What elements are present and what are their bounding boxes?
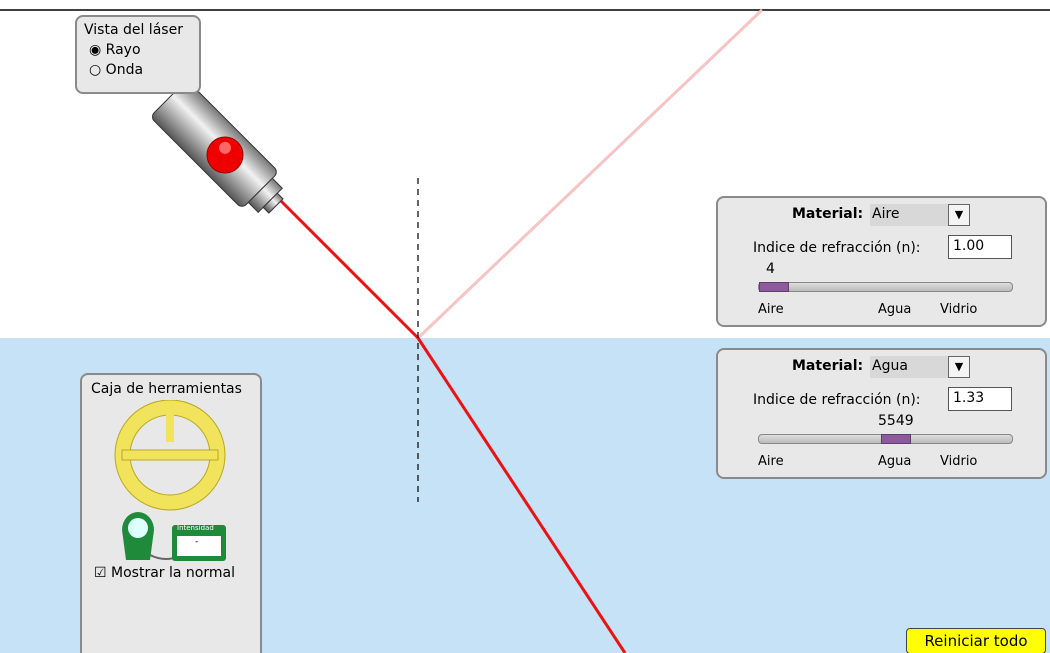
bottom-medium-panel: Material: Agua ▼ Indice de refracción (n): 1… (716, 348, 1047, 479)
material-label: Material: (792, 358, 863, 374)
slider-tick-label: Vidrio (940, 302, 977, 317)
top-medium-panel: Material: Aire ▼ Indice de refracción (n): 1… (716, 196, 1047, 327)
reset-button[interactable]: Reiniciar todo (906, 628, 1046, 653)
radio-rayo[interactable]: ◉ Rayo (89, 42, 141, 58)
radio-label: Onda (106, 62, 143, 78)
material-select[interactable]: Aire ▼ (870, 204, 970, 226)
slider-tick-label: Agua (878, 454, 911, 469)
material-label: Material: (792, 206, 863, 222)
slider-value: 5549 (878, 413, 914, 429)
slider-value: 4 (766, 261, 775, 277)
simulation: Vista del láser ◉ Rayo ○ Onda Material: A… (0, 0, 1050, 653)
slider-track[interactable] (758, 282, 1013, 292)
material-value: Aire (872, 206, 900, 222)
index-label: Indice de refracción (n): (753, 240, 921, 256)
index-input[interactable]: 1.00 (948, 235, 1012, 259)
material-value: Agua (872, 358, 908, 374)
toolbox: Caja de herramientas Intensidad - ☑ Most… (80, 373, 262, 653)
reflected-ray (418, 10, 762, 338)
protractor[interactable] (115, 400, 225, 510)
radio-onda[interactable]: ○ Onda (89, 62, 143, 78)
intensity-value: - (195, 537, 198, 547)
index-label: Indice de refracción (n): (753, 392, 921, 408)
slider-tick-label: Agua (878, 302, 911, 317)
laser[interactable] (150, 80, 294, 224)
incident-ray (280, 200, 418, 338)
slider-thumb[interactable] (881, 434, 911, 444)
panel-title: Vista del láser (84, 22, 183, 38)
material-select[interactable]: Agua ▼ (870, 356, 970, 378)
dropdown-arrow[interactable]: ▼ (948, 356, 970, 378)
slider-tick-label: Aire (758, 454, 784, 469)
index-input[interactable]: 1.33 (948, 387, 1012, 411)
checkbox-label: Mostrar la normal (111, 565, 235, 581)
slider-tick-label: Vidrio (940, 454, 977, 469)
slider-thumb[interactable] (759, 282, 789, 292)
intensity-label: Intensidad (177, 524, 214, 532)
toolbox-title: Caja de herramientas (91, 381, 242, 397)
slider-tick-label: Aire (758, 302, 784, 317)
intensity-meter[interactable] (122, 512, 226, 561)
radio-label: Rayo (106, 42, 141, 58)
dropdown-arrow[interactable]: ▼ (948, 204, 970, 226)
laser-view-panel: Vista del láser ◉ Rayo ○ Onda (75, 15, 201, 94)
normal-checkbox[interactable]: ☑ Mostrar la normal (94, 565, 235, 581)
